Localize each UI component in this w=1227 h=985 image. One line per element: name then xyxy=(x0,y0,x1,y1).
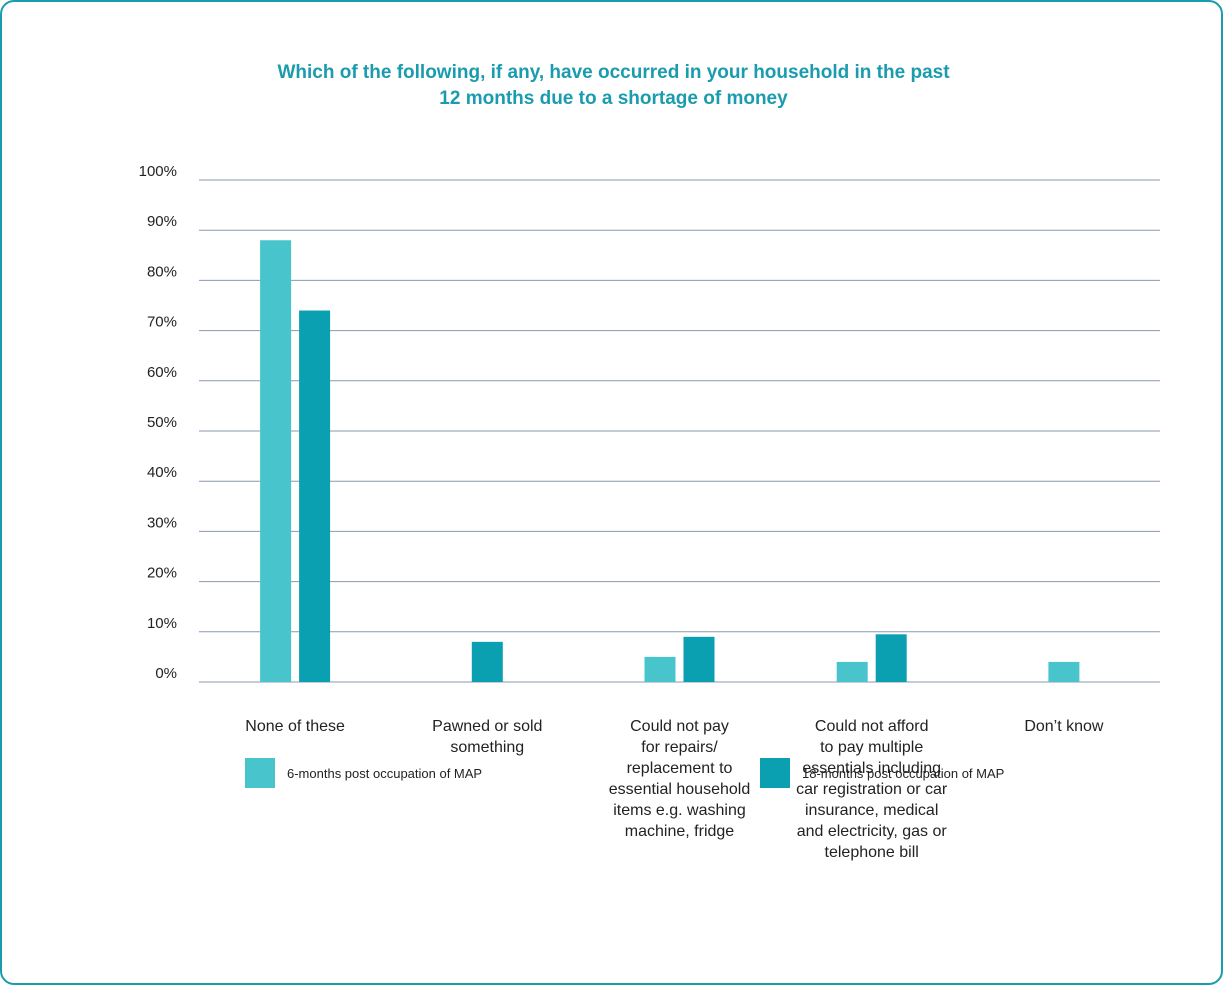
bars xyxy=(260,240,1080,683)
x-category-label-line: for repairs/ xyxy=(641,739,718,756)
legend-item-18-months: 18-months post occupation of MAP xyxy=(760,758,1004,788)
x-category-label: Don’t know xyxy=(979,716,1149,737)
y-axis-ticks: 0% 10% 20% 30% 40% 50% 60% 70% 80% 90% 100% xyxy=(139,163,177,682)
chart-title: Which of the following, if any, have occ… xyxy=(0,60,1227,112)
x-category-label-line: Don’t know xyxy=(1024,718,1104,735)
x-category-label-line: machine, fridge xyxy=(624,823,735,840)
x-category-label: Pawned or sold something xyxy=(402,716,572,758)
legend-swatch-18-months xyxy=(760,758,790,788)
bar-18-months xyxy=(683,636,715,682)
bar-6-months xyxy=(836,661,868,682)
x-category-label-line: replacement to xyxy=(626,760,733,777)
x-category-label-line: essentials including xyxy=(802,760,942,777)
y-tick-label: 80% xyxy=(147,263,177,280)
bar-18-months xyxy=(875,634,907,682)
x-category-label-line: to pay multiple xyxy=(820,739,924,756)
y-tick-label: 100% xyxy=(139,163,177,180)
bar-6-months xyxy=(260,240,292,683)
gridlines xyxy=(199,179,1160,683)
x-category-label-line: car registration or car xyxy=(796,781,948,798)
x-category-label-line: essential household xyxy=(608,781,751,798)
chart-title-line-2: 12 months due to a shortage of money xyxy=(439,88,788,109)
legend-swatch-6-months xyxy=(245,758,275,788)
x-category-label-line: items e.g. washing xyxy=(613,802,746,819)
x-category-label-line: something xyxy=(450,739,525,756)
x-category-label: Could not pay for repairs/replacement to e… xyxy=(595,716,765,842)
legend-item-6-months: 6-months post occupation of MAP xyxy=(245,758,482,788)
y-tick-label: 90% xyxy=(147,213,177,230)
x-category-label-line: Could not afford xyxy=(814,718,929,735)
y-tick-label: 30% xyxy=(147,514,177,531)
bar-6-months xyxy=(1048,661,1080,682)
y-tick-label: 10% xyxy=(147,615,177,632)
y-tick-label: 0% xyxy=(155,665,177,682)
bar-6-months xyxy=(644,656,676,682)
x-category-label: Could not afford to pay multiple essential… xyxy=(787,716,957,863)
bar-chart: 0% 10% 20% 30% 40% 50% 60% 70% 80% 90% 100% xyxy=(139,163,1160,683)
y-tick-label: 70% xyxy=(147,314,177,331)
y-tick-label: 50% xyxy=(147,414,177,431)
legend-label-18-months: 18-months post occupation of MAP xyxy=(802,765,1005,781)
x-category-label-line: telephone bill xyxy=(824,844,919,861)
x-category-label-line: Could not pay xyxy=(630,718,729,735)
legend-label-6-months: 6-months post occupation of MAP xyxy=(287,765,483,781)
x-category-label-line: insurance, medical xyxy=(804,802,939,819)
x-category-label-line: and electricity, gas or xyxy=(796,823,947,840)
bar-18-months xyxy=(299,310,331,682)
y-tick-label: 20% xyxy=(147,565,177,582)
x-category-label: None of these xyxy=(210,716,380,737)
x-category-label-line: None of these xyxy=(245,718,345,735)
x-category-label-line: Pawned or sold xyxy=(432,718,543,735)
y-tick-label: 60% xyxy=(147,364,177,381)
bar-18-months xyxy=(471,641,503,682)
y-tick-label: 40% xyxy=(147,464,177,481)
chart-title-line-1: Which of the following, if any, have occ… xyxy=(277,62,950,83)
